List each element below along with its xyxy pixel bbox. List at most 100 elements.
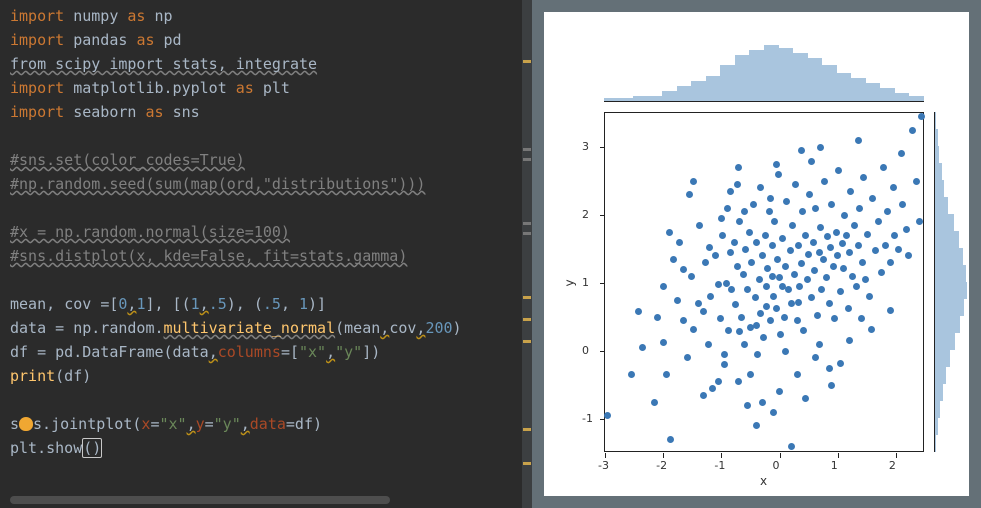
scatter-point <box>719 232 726 239</box>
scatter-point <box>670 256 677 263</box>
y-tick-label: 1 <box>582 276 589 289</box>
scatter-point <box>909 127 916 134</box>
hist-bar <box>895 93 910 101</box>
intention-bulb-icon[interactable] <box>19 417 33 431</box>
scatter-point <box>769 273 776 280</box>
x-tick-label: 2 <box>889 459 896 472</box>
scatter-point <box>820 256 827 263</box>
scatter-point <box>760 334 767 341</box>
code-content: import numpy as npimport pandas as pdfro… <box>10 4 532 460</box>
scatter-point <box>812 205 819 212</box>
scatter-point <box>862 276 869 283</box>
scatter-point <box>735 378 742 385</box>
scatter-point <box>757 310 764 317</box>
scatter-point <box>707 293 714 300</box>
scatter-point <box>651 399 658 406</box>
marginal-top-axes <box>604 42 924 102</box>
scatter-point <box>747 371 754 378</box>
scatter-point <box>776 274 783 281</box>
scatter-point <box>628 371 635 378</box>
marginal-right-axes <box>934 112 968 452</box>
scatter-point <box>660 339 667 346</box>
scatter-point <box>831 315 838 322</box>
scatter-point <box>846 337 853 344</box>
hist-bar <box>604 98 619 101</box>
scatter-point <box>884 208 891 215</box>
scatter-point <box>847 188 854 195</box>
scatter-point <box>752 294 759 301</box>
scatter-point <box>898 150 905 157</box>
scatter-point <box>763 303 770 310</box>
scatter-point <box>721 351 728 358</box>
hist-bar <box>764 45 779 101</box>
hist-bar <box>880 88 895 101</box>
scatter-point <box>779 235 786 242</box>
code-editor[interactable]: import numpy as npimport pandas as pdfro… <box>0 0 532 508</box>
scatter-point <box>695 300 702 307</box>
hist-bar <box>779 48 794 101</box>
scatter-point <box>688 273 695 280</box>
scatter-point <box>887 307 894 314</box>
scatter-point <box>916 218 923 225</box>
scatter-point <box>891 232 898 239</box>
scatter-point <box>800 327 807 334</box>
scatter-point <box>864 231 871 238</box>
scatter-point <box>872 247 879 254</box>
scatter-point <box>859 259 866 266</box>
scatter-point <box>841 212 848 219</box>
scatter-point <box>663 371 670 378</box>
scatter-point <box>702 259 709 266</box>
hist-bar <box>909 96 924 101</box>
horizontal-scrollbar[interactable] <box>10 496 390 504</box>
scatter-point <box>680 266 687 273</box>
scatter-point <box>918 113 925 120</box>
scatter-point <box>826 300 833 307</box>
scatter-point <box>810 239 817 246</box>
scatter-point <box>830 263 837 270</box>
scatter-point <box>782 263 789 270</box>
scatter-point <box>837 360 844 367</box>
scatter-point <box>734 263 741 270</box>
scatter-point <box>781 314 788 321</box>
scatter-point <box>762 232 769 239</box>
hist-bar <box>720 65 735 101</box>
scatter-point <box>795 299 802 306</box>
scatter-point <box>823 274 830 281</box>
scatter-point <box>767 195 774 202</box>
hist-bar <box>935 367 946 384</box>
scatter-point <box>799 208 806 215</box>
hist-bar <box>935 435 936 452</box>
hist-bar <box>735 55 750 101</box>
scatter-point <box>787 247 794 254</box>
scatter-point <box>705 341 712 348</box>
scatter-point <box>696 222 703 229</box>
hist-bar <box>837 73 852 101</box>
hist-bar <box>935 350 950 367</box>
scatter-point <box>788 300 795 307</box>
x-tick-label: -1 <box>714 459 725 472</box>
scatter-point <box>858 315 865 322</box>
scatter-point <box>843 232 850 239</box>
hist-bar <box>677 86 692 101</box>
scatter-point <box>654 314 661 321</box>
scatter-point <box>748 259 755 266</box>
scatter-point <box>715 378 722 385</box>
scatter-point <box>869 195 876 202</box>
y-axis-label: y <box>563 279 577 286</box>
scatter-point <box>845 305 852 312</box>
scatter-point <box>804 276 811 283</box>
hist-bar <box>935 384 943 401</box>
scatter-point <box>798 260 805 267</box>
scatter-point <box>770 409 777 416</box>
scatter-point <box>855 137 862 144</box>
scatter-point <box>680 317 687 324</box>
scatter-point <box>753 322 760 329</box>
scatter-point <box>818 286 825 293</box>
hist-bar <box>935 231 959 248</box>
hist-bar <box>935 299 964 316</box>
scatter-point <box>706 244 713 251</box>
scatter-point <box>767 317 774 324</box>
scatter-point <box>899 201 906 208</box>
scatter-point <box>817 224 824 231</box>
scatter-point <box>736 328 743 335</box>
